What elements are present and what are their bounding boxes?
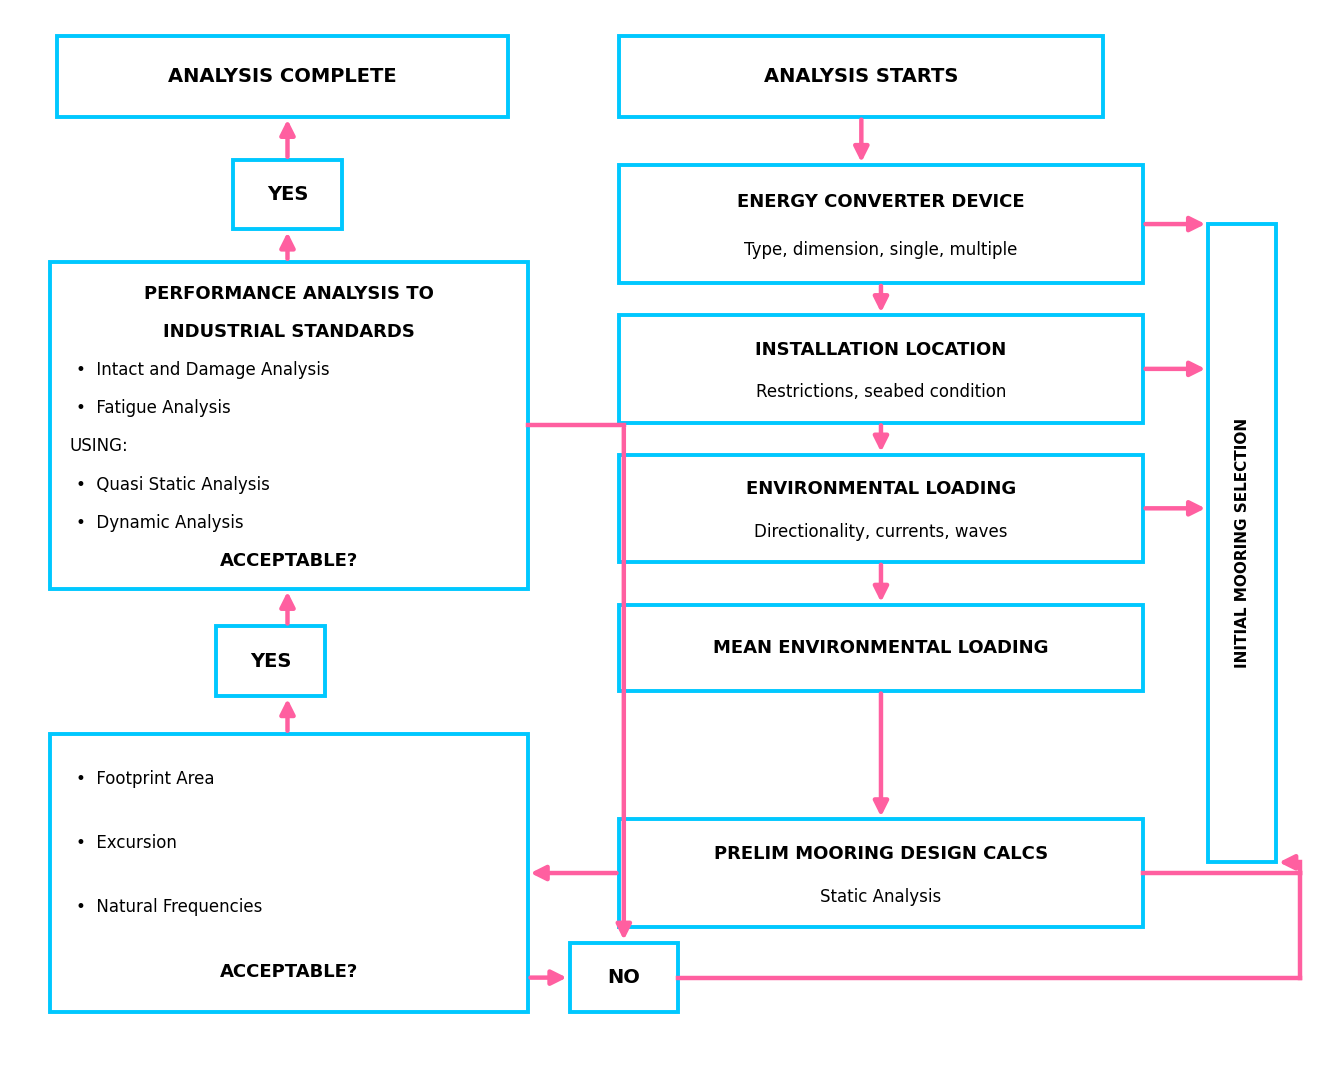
Text: USING:: USING: [70,438,128,455]
Text: YES: YES [250,652,291,670]
Bar [619,605,1143,691]
Bar [1208,224,1276,863]
Text: •  Fatigue Analysis: • Fatigue Analysis [76,399,230,417]
Bar [50,734,528,1013]
Text: INITIAL MOORING SELECTION: INITIAL MOORING SELECTION [1234,418,1250,668]
Bar [233,160,342,229]
Text: Type, dimension, single, multiple: Type, dimension, single, multiple [744,241,1018,259]
Text: ENVIRONMENTAL LOADING: ENVIRONMENTAL LOADING [745,480,1017,498]
Text: ANALYSIS COMPLETE: ANALYSIS COMPLETE [169,67,396,86]
Text: Directionality, currents, waves: Directionality, currents, waves [755,523,1008,540]
Bar [619,819,1143,926]
Bar [619,165,1143,283]
Text: ACCEPTABLE?: ACCEPTABLE? [220,552,358,570]
Bar [569,943,678,1013]
Bar [57,37,508,117]
Text: ACCEPTABLE?: ACCEPTABLE? [220,963,358,980]
Bar [619,37,1104,117]
Text: INDUSTRIAL STANDARDS: INDUSTRIAL STANDARDS [163,323,415,341]
Text: YES: YES [267,185,308,204]
Text: •  Footprint Area: • Footprint Area [76,770,215,788]
Text: Restrictions, seabed condition: Restrictions, seabed condition [756,384,1006,401]
Text: •  Dynamic Analysis: • Dynamic Analysis [76,513,244,532]
Text: MEAN ENVIRONMENTAL LOADING: MEAN ENVIRONMENTAL LOADING [714,639,1048,657]
Text: Static Analysis: Static Analysis [820,888,942,906]
Text: •  Natural Frequencies: • Natural Frequencies [76,898,262,917]
Bar [50,262,528,589]
Text: •  Excursion: • Excursion [76,835,176,852]
Text: ENERGY CONVERTER DEVICE: ENERGY CONVERTER DEVICE [738,193,1025,211]
Text: PERFORMANCE ANALYSIS TO: PERFORMANCE ANALYSIS TO [144,284,433,303]
Text: ANALYSIS STARTS: ANALYSIS STARTS [764,67,959,86]
Text: •  Intact and Damage Analysis: • Intact and Damage Analysis [76,361,329,379]
Text: PRELIM MOORING DESIGN CALCS: PRELIM MOORING DESIGN CALCS [714,844,1048,863]
Text: INSTALLATION LOCATION: INSTALLATION LOCATION [756,341,1006,359]
Text: •  Quasi Static Analysis: • Quasi Static Analysis [76,476,270,494]
Bar [619,455,1143,562]
Text: NO: NO [607,969,640,987]
Bar [619,316,1143,423]
Bar [216,626,325,696]
